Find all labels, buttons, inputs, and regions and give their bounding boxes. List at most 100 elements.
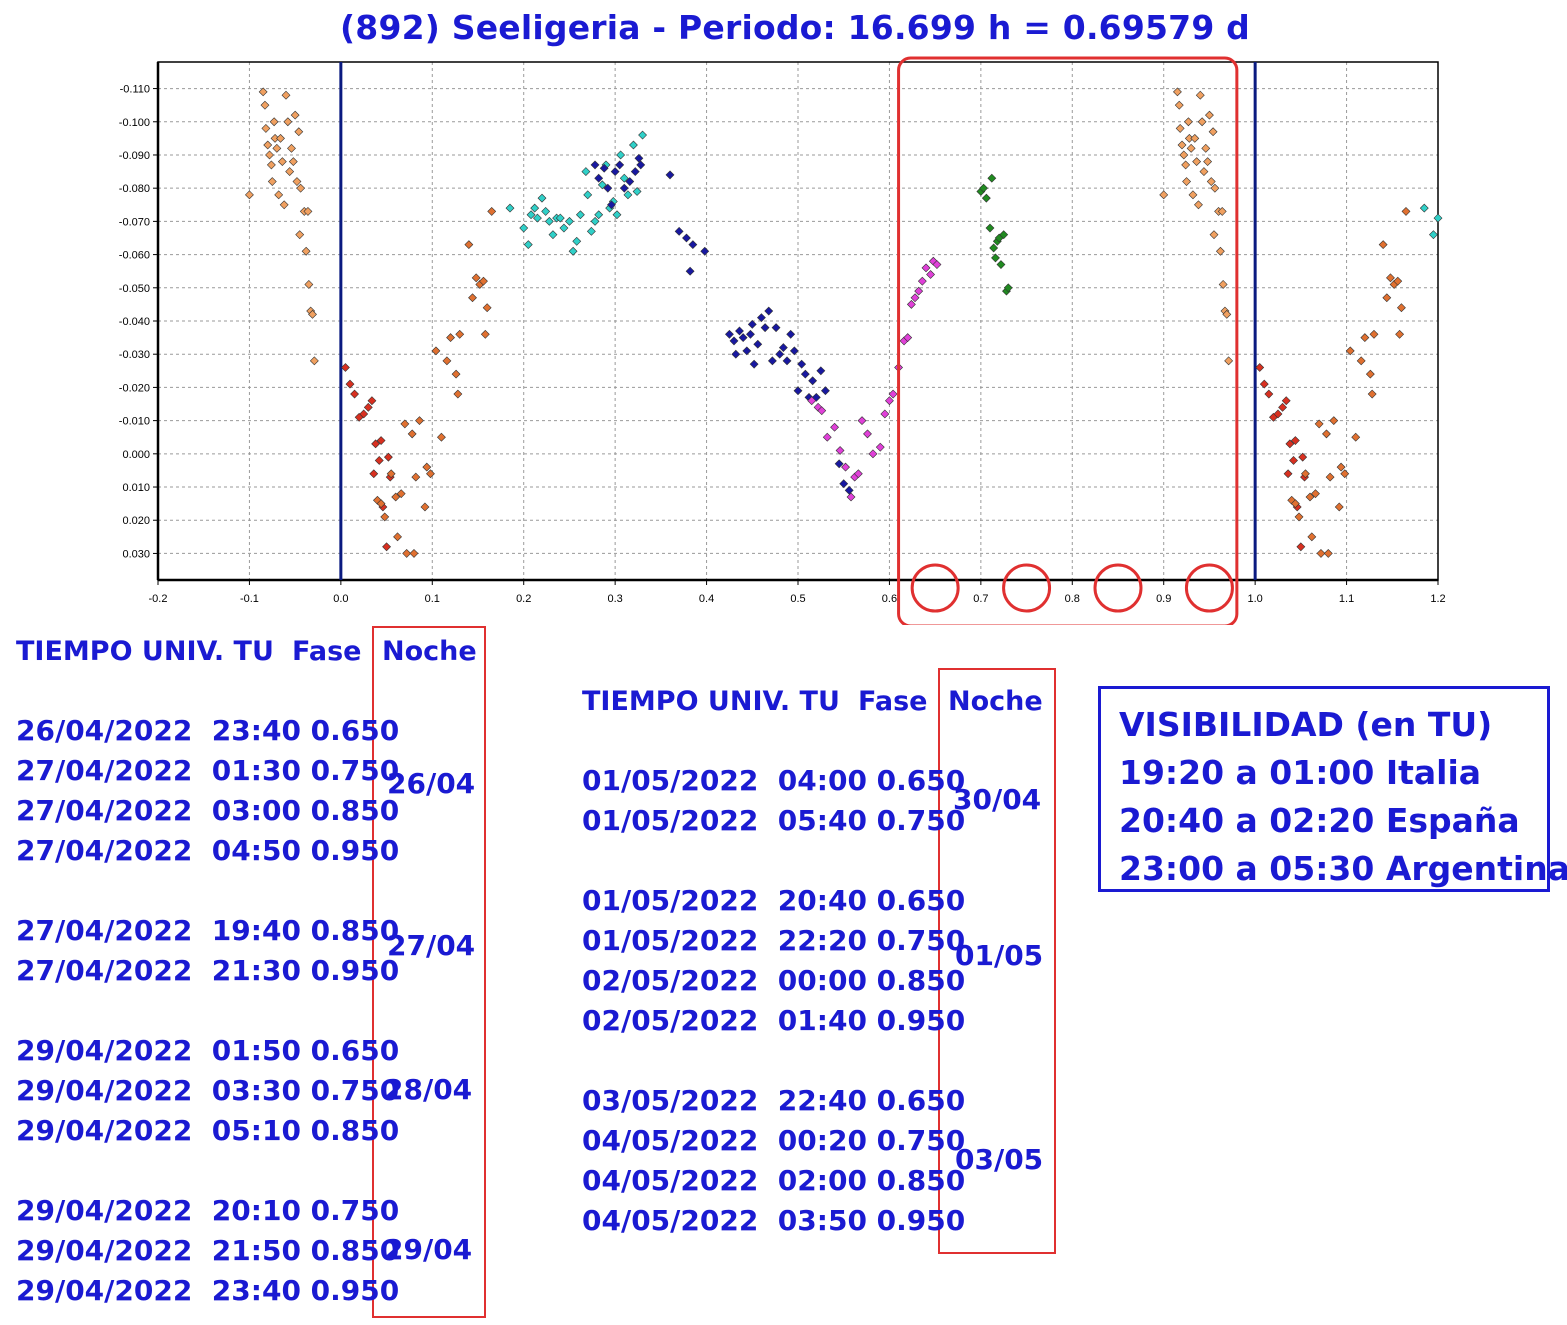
data-point xyxy=(1365,369,1375,379)
data-point xyxy=(1401,206,1411,216)
data-point xyxy=(292,177,302,186)
data-point xyxy=(834,459,844,469)
data-point xyxy=(917,276,927,286)
y-tick-label: 0.000 xyxy=(122,449,150,461)
data-point xyxy=(301,246,311,256)
night-label: 27/04 xyxy=(387,929,476,962)
data-point xyxy=(1278,402,1287,412)
data-point xyxy=(411,472,421,482)
data-point xyxy=(800,369,810,379)
data-point xyxy=(1316,549,1326,558)
data-point xyxy=(471,273,481,283)
data-point xyxy=(568,246,578,256)
data-point xyxy=(586,226,596,236)
data-point xyxy=(821,386,830,396)
data-point xyxy=(1255,363,1265,372)
data-point xyxy=(277,157,287,167)
y-tick-label: -0.080 xyxy=(119,183,150,195)
data-point xyxy=(914,286,924,296)
data-point xyxy=(269,117,279,127)
data-point xyxy=(742,346,752,356)
x-tick-label: 0.1 xyxy=(425,593,440,605)
data-point xyxy=(1195,90,1205,100)
data-point xyxy=(1197,117,1207,127)
data-point xyxy=(526,210,536,220)
data-point xyxy=(1345,346,1355,356)
data-point xyxy=(674,226,684,236)
data-point xyxy=(380,512,390,522)
data-point xyxy=(393,532,402,542)
data-point xyxy=(1307,532,1317,542)
data-point xyxy=(1201,143,1211,153)
data-point xyxy=(775,349,785,359)
highlight-region xyxy=(897,56,1239,625)
x-tick-label: 0.7 xyxy=(973,593,988,605)
data-point xyxy=(382,542,391,552)
data-point xyxy=(575,210,585,220)
data-point xyxy=(682,233,691,243)
data-point xyxy=(926,270,935,279)
data-point xyxy=(451,369,461,379)
data-point xyxy=(482,303,492,313)
data-point xyxy=(363,402,373,412)
data-point xyxy=(1296,542,1306,552)
right-header-time: TIEMPO UNIV. TU xyxy=(582,686,840,717)
x-tick-label: 0.8 xyxy=(1065,593,1080,605)
data-point xyxy=(1179,150,1189,160)
data-point xyxy=(793,386,803,396)
y-tick-label: 0.020 xyxy=(122,515,150,527)
data-point xyxy=(572,236,582,246)
data-point xyxy=(921,263,931,273)
night-label: 28/04 xyxy=(384,1073,473,1106)
data-point xyxy=(548,230,558,240)
data-point xyxy=(455,329,465,339)
data-point xyxy=(581,167,591,177)
table-row: 29/04/2022 20:10 0.750 xyxy=(16,1194,400,1227)
phase-marker-circle xyxy=(1184,563,1234,613)
data-point xyxy=(1386,273,1395,283)
x-tick-label: 0.4 xyxy=(699,593,714,605)
data-point xyxy=(453,389,463,399)
data-point xyxy=(426,469,435,479)
x-tick-label: 1.2 xyxy=(1430,593,1445,605)
left-header-night: Noche xyxy=(382,636,477,667)
data-point xyxy=(1433,213,1443,223)
data-point xyxy=(817,406,827,416)
data-point xyxy=(1206,177,1216,186)
data-point xyxy=(932,260,942,269)
x-tick-label: -0.1 xyxy=(240,593,259,605)
data-point xyxy=(615,160,625,170)
y-tick-label: -0.060 xyxy=(119,250,150,262)
data-point xyxy=(839,479,849,489)
data-point xyxy=(760,323,770,333)
table-row: 29/04/2022 03:30 0.750 xyxy=(16,1074,400,1107)
table-row: 27/04/2022 01:30 0.750 xyxy=(16,754,400,787)
data-point xyxy=(1283,469,1293,479)
data-point xyxy=(700,246,710,256)
data-point xyxy=(505,203,515,213)
night-label: 03/05 xyxy=(955,1143,1044,1176)
visibility-box: VISIBILIDAD (en TU) 19:20 a 01:00 Italia… xyxy=(1098,686,1567,892)
data-point xyxy=(607,200,616,210)
data-point xyxy=(625,177,635,186)
phase-marker-circle xyxy=(1002,563,1052,613)
data-point xyxy=(396,489,406,499)
data-point xyxy=(1208,127,1218,137)
data-point xyxy=(778,343,788,352)
y-tick-label: -0.010 xyxy=(119,416,150,428)
data-point xyxy=(1382,293,1392,303)
data-point xyxy=(1336,462,1346,472)
data-point xyxy=(638,130,647,140)
data-point xyxy=(808,376,818,386)
data-point xyxy=(1281,396,1291,406)
data-point xyxy=(442,356,452,366)
data-point xyxy=(863,429,872,439)
data-point xyxy=(1218,280,1228,289)
data-point xyxy=(1194,200,1203,210)
data-point xyxy=(735,326,744,336)
chart-title: (892) Seeligeria - Periodo: 16.699 h = 0… xyxy=(340,8,1250,47)
table-row: 01/05/2022 20:40 0.650 xyxy=(582,884,966,917)
data-point xyxy=(400,419,410,429)
data-point xyxy=(1215,246,1225,256)
data-point xyxy=(245,190,254,200)
